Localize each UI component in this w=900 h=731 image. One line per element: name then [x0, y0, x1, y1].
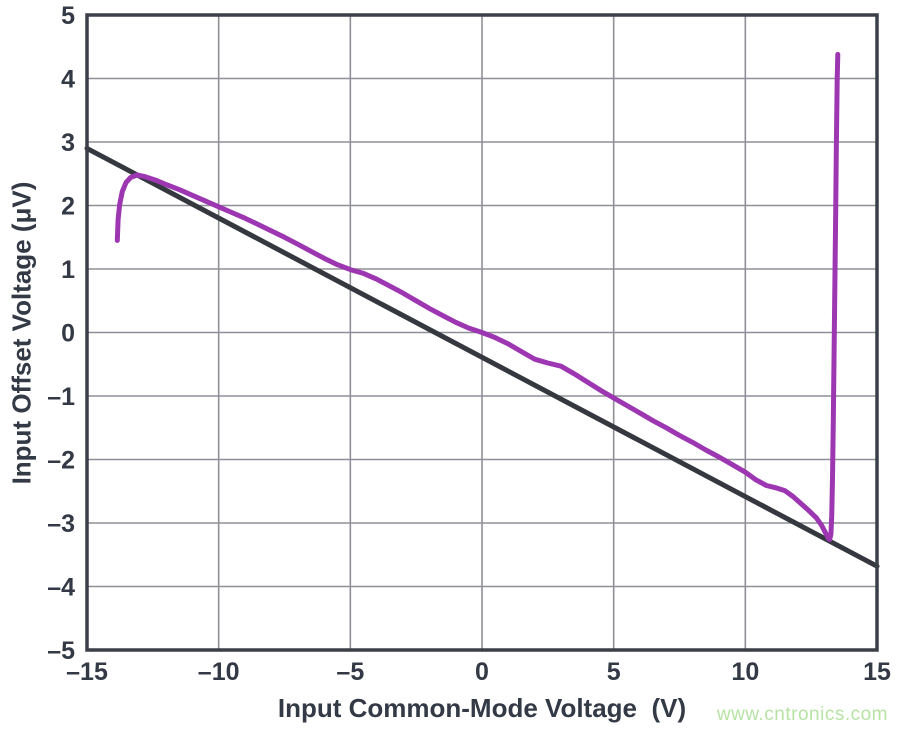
y-tick-label: 5	[61, 2, 75, 30]
x-tick-label: –5	[336, 658, 364, 686]
plot-frame	[85, 13, 879, 652]
linear-reference-line	[84, 145, 880, 569]
x-tick-label: –15	[66, 658, 108, 686]
watermark-text: www.cntronics.com	[716, 704, 888, 725]
y-axis-title: Input Offset Voltage (μV)	[6, 181, 37, 485]
y-tick-label: –5	[47, 637, 75, 665]
x-tick-label: 10	[731, 658, 759, 686]
x-tick-label: 0	[475, 658, 489, 686]
measured-input-offset-curve	[114, 51, 841, 542]
x-axis-title: Input Common-Mode Voltage (V)	[277, 693, 687, 723]
x-tick-label: –10	[198, 658, 240, 686]
x-tick-label: 15	[863, 658, 891, 686]
y-tick-label: –3	[47, 510, 75, 538]
y-tick-label: 4	[61, 66, 75, 94]
y-tick-label: –4	[47, 574, 75, 602]
y-tick-label: 2	[61, 193, 75, 221]
y-tick-label: –2	[47, 447, 75, 475]
x-tick-label: 5	[607, 658, 621, 686]
y-tick-label: 3	[61, 129, 75, 157]
y-tick-label: –1	[47, 383, 75, 411]
y-tick-label: 0	[61, 320, 75, 348]
y-tick-label: 1	[61, 256, 75, 284]
